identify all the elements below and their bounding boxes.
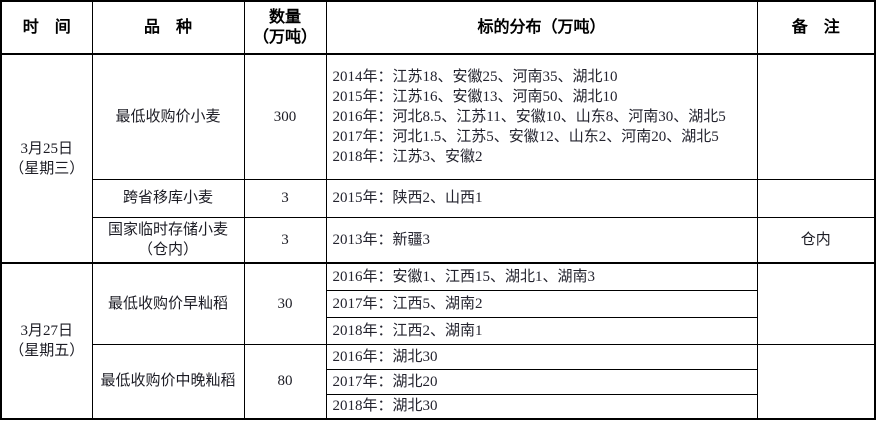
date-line1: 3月27日 xyxy=(20,323,73,339)
quantity-cell: 300 xyxy=(243,53,327,180)
date-line2: （星期三） xyxy=(9,160,85,177)
distribution-cell: 2016年：湖北30 xyxy=(325,343,758,370)
quantity-value: 300 xyxy=(273,108,297,125)
variety-cell: 跨省移库小麦 xyxy=(91,178,245,218)
distribution-line: 2017年：湖北20 xyxy=(332,373,438,390)
distribution-cell: 2018年：湖北30 xyxy=(325,393,758,420)
remark-cell xyxy=(756,262,876,345)
header-quantity: 数量 （万吨） xyxy=(243,0,327,55)
distribution-line: 2017年：河北1.5、江苏5、安徽12、山东2、河南20、湖北5 xyxy=(332,128,719,145)
time-cell-group2: 3月27日 （星期五） xyxy=(0,262,93,420)
quantity-cell: 3 xyxy=(243,178,327,218)
header-variety-label: 品 种 xyxy=(143,18,192,36)
variety-label-line1: 国家临时存储小麦 xyxy=(107,221,228,238)
header-quantity-line1: 数量 xyxy=(268,8,301,26)
distribution-line: 2016年：湖北30 xyxy=(332,348,438,365)
remark-cell xyxy=(756,178,876,218)
date-line1: 3月25日 xyxy=(20,140,73,157)
header-distribution-label: 标的分布（万吨） xyxy=(477,18,606,36)
quantity-value: 3 xyxy=(281,190,289,206)
distribution-line: 2016年：安徽1、江西15、湖北1、湖南3 xyxy=(332,268,596,285)
distribution-line: 2014年：江苏18、安徽25、河南35、湖北10 xyxy=(332,68,618,85)
table-row: 跨省移库小麦 3 2015年：陕西2、山西1 xyxy=(1,178,876,218)
variety-label: 最低收购价早籼稻 xyxy=(107,295,228,312)
distribution-cell: 2017年：江西5、湖南2 xyxy=(325,289,758,318)
remark-cell: 仓内 xyxy=(756,216,876,264)
distribution-line: 2018年：江苏3、安徽2 xyxy=(332,148,483,165)
quantity-value: 30 xyxy=(277,295,293,312)
table-row: 3月25日 （星期三） 最低收购价小麦 300 2014年：江苏18、安徽25、… xyxy=(0,53,876,264)
quantity-value: 80 xyxy=(277,373,293,390)
grain-auction-table: 时 间 品 种 数量 （万吨） 标的分布（万吨） 备 注 3月25日 （星期三） xyxy=(0,0,876,420)
table-row: 2018年：湖北30 xyxy=(1,393,875,420)
distribution-cell: 2014年：江苏18、安徽25、河南35、湖北10 2015年：江苏16、安徽1… xyxy=(325,53,758,180)
variety-cell: 最低收购价小麦 xyxy=(91,53,245,180)
table-row: 国家临时存储小麦 （仓内） 3 2013年：新疆3 仓内 xyxy=(1,216,876,264)
distribution-line: 2016年：河北8.5、江苏11、安徽10、山东8、河南30、湖北5 xyxy=(332,108,726,125)
header-remark: 备 注 xyxy=(756,0,876,55)
remark-label: 仓内 xyxy=(800,231,831,248)
variety-label-line2: （仓内） xyxy=(137,241,198,258)
header-distribution: 标的分布（万吨） xyxy=(325,0,758,55)
header-variety: 品 种 xyxy=(91,0,245,55)
remark-cell xyxy=(756,53,876,180)
header-time-label: 时 间 xyxy=(22,18,71,36)
remark-cell xyxy=(756,343,876,420)
quantity-cell: 30 xyxy=(243,262,327,345)
table-row: 2018年：江西2、湖南1 xyxy=(1,316,875,345)
variety-label: 最低收购价中晚籼稻 xyxy=(100,373,236,390)
variety-cell: 最低收购价早籼稻 xyxy=(91,262,245,345)
distribution-line: 2018年：湖北30 xyxy=(332,398,438,415)
quantity-cell: 80 xyxy=(243,343,327,420)
distribution-line: 2015年：江苏16、安徽13、河南50、湖北10 xyxy=(332,88,618,105)
distribution-line: 2015年：陕西2、山西1 xyxy=(332,190,483,206)
header-remark-label: 备 注 xyxy=(791,18,840,36)
variety-cell: 国家临时存储小麦 （仓内） xyxy=(91,216,245,264)
header-quantity-line2: （万吨） xyxy=(252,28,317,46)
variety-label: 跨省移库小麦 xyxy=(122,190,213,206)
table-row: 2017年：江西5、湖南2 xyxy=(1,289,875,318)
distribution-cell: 2018年：江西2、湖南1 xyxy=(325,316,758,345)
quantity-cell: 3 xyxy=(243,216,327,264)
distribution-line: 2017年：江西5、湖南2 xyxy=(332,295,483,312)
variety-cell: 最低收购价中晚籼稻 xyxy=(91,343,245,420)
table-row: 3月27日 （星期五） 最低收购价早籼稻 30 2016年：安徽1、江西15、湖… xyxy=(0,262,876,420)
variety-label: 最低收购价小麦 xyxy=(115,108,221,125)
distribution-line: 2013年：新疆3 xyxy=(332,231,431,248)
distribution-cell: 2016年：安徽1、江西15、湖北1、湖南3 xyxy=(325,262,758,291)
date-line2: （星期五） xyxy=(9,343,85,359)
distribution-cell: 2017年：湖北20 xyxy=(325,368,758,395)
quantity-value: 3 xyxy=(281,231,289,248)
distribution-line: 2018年：江西2、湖南1 xyxy=(332,322,483,339)
time-cell-group1: 3月25日 （星期三） xyxy=(0,53,93,264)
distribution-cell: 2015年：陕西2、山西1 xyxy=(325,178,758,218)
header-time: 时 间 xyxy=(0,0,93,55)
distribution-cell: 2013年：新疆3 xyxy=(325,216,758,264)
table-row: 最低收购价中晚籼稻 80 2016年：湖北30 xyxy=(1,343,876,420)
header-row: 时 间 品 种 数量 （万吨） 标的分布（万吨） 备 注 xyxy=(0,0,876,55)
